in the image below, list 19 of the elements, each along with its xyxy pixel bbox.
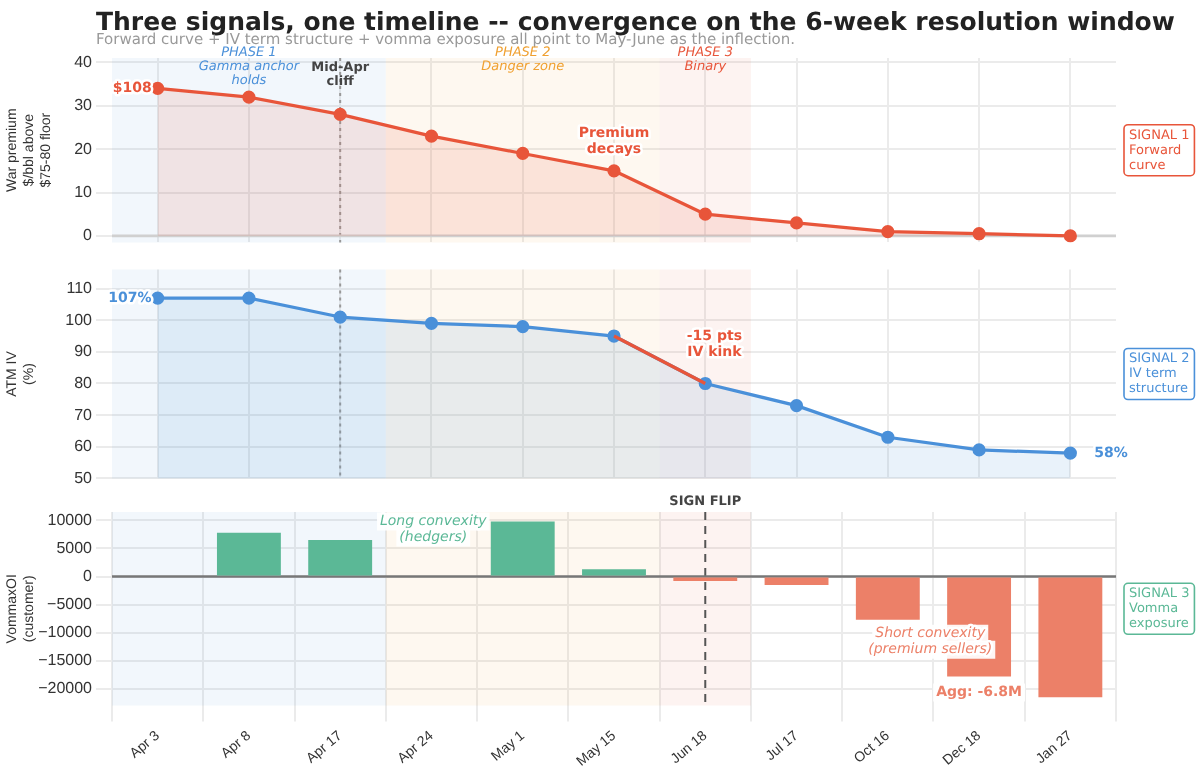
y-tick-label: −5000 xyxy=(47,595,94,614)
y-tick-label: 10000 xyxy=(47,510,94,529)
y-tick-label: −20000 xyxy=(38,679,94,698)
y-tick-label: 60 xyxy=(74,437,94,456)
y-tick-label: 100 xyxy=(65,310,94,329)
y-tick-label: 0 xyxy=(83,226,94,245)
y-tick-label: 20 xyxy=(74,139,94,158)
y-tick-label: 40 xyxy=(74,52,94,71)
y-tick-label: 5000 xyxy=(56,538,94,557)
y-tick-label: 30 xyxy=(74,96,94,115)
y-tick-label: 70 xyxy=(74,405,94,424)
y-tick-label: 110 xyxy=(66,278,94,297)
y-tick-label: −15000 xyxy=(38,651,94,670)
y-tick-label: 50 xyxy=(74,468,94,487)
y-tick-label: 80 xyxy=(74,373,94,392)
y-tick-label: 10 xyxy=(74,182,94,201)
y-tick-label: −10000 xyxy=(38,623,94,642)
y-tick-label: 90 xyxy=(74,342,94,361)
y-tick-label: 0 xyxy=(83,566,94,585)
